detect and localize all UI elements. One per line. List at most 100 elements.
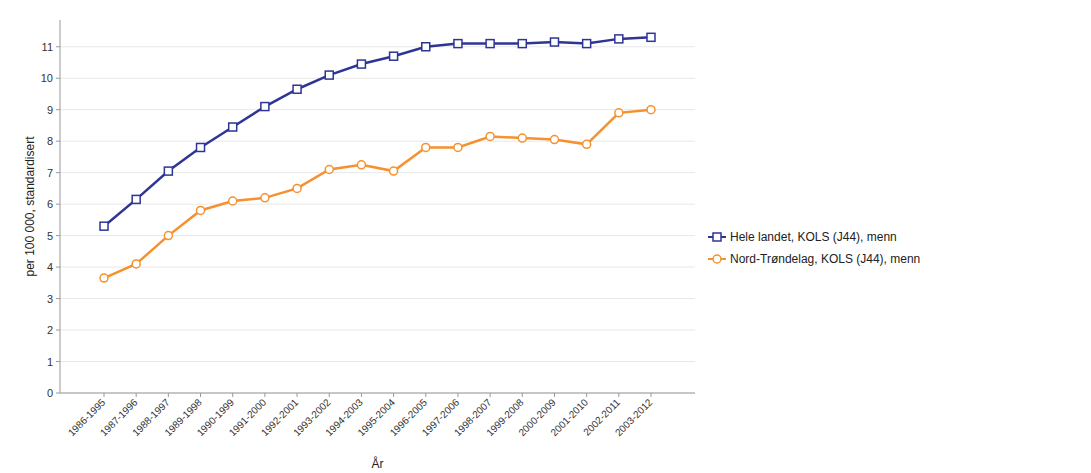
series-line bbox=[104, 110, 651, 278]
plot-area bbox=[100, 33, 655, 282]
data-point bbox=[454, 143, 462, 151]
data-point bbox=[518, 134, 526, 142]
x-tick bbox=[425, 393, 426, 397]
x-tick bbox=[232, 393, 233, 397]
y-axis bbox=[60, 20, 61, 393]
data-point bbox=[293, 184, 301, 192]
x-tick bbox=[297, 393, 298, 397]
y-tick-label: 6 bbox=[47, 198, 53, 210]
x-tick bbox=[104, 393, 105, 397]
legend-marker bbox=[713, 255, 721, 263]
x-axis-label: År bbox=[372, 456, 384, 471]
grid-line bbox=[60, 46, 695, 47]
chart: 012345678910111986-19951987-19961988-199… bbox=[0, 0, 1091, 473]
x-tick bbox=[651, 393, 652, 397]
data-point bbox=[550, 136, 558, 144]
series-line bbox=[104, 37, 651, 226]
x-tick bbox=[490, 393, 491, 397]
data-point bbox=[261, 194, 269, 202]
y-tick-label: 7 bbox=[47, 167, 53, 179]
data-point bbox=[357, 60, 365, 68]
data-point bbox=[583, 40, 591, 48]
legend-marker bbox=[713, 233, 721, 241]
data-point bbox=[518, 40, 526, 48]
grid-line bbox=[60, 361, 695, 362]
data-point bbox=[357, 161, 365, 169]
data-point bbox=[197, 206, 205, 214]
grid-line bbox=[60, 298, 695, 299]
y-tick-label: 3 bbox=[47, 293, 53, 305]
y-tick-label: 9 bbox=[47, 104, 53, 116]
grid-line bbox=[60, 330, 695, 331]
y-tick-label: 4 bbox=[47, 261, 53, 273]
x-tick bbox=[618, 393, 619, 397]
data-point bbox=[486, 132, 494, 140]
y-tick bbox=[56, 235, 60, 236]
data-point bbox=[164, 167, 172, 175]
x-tick bbox=[361, 393, 362, 397]
data-point bbox=[647, 106, 655, 114]
y-tick bbox=[56, 267, 60, 268]
data-point bbox=[132, 195, 140, 203]
grid-line bbox=[60, 204, 695, 205]
data-point bbox=[550, 38, 558, 46]
x-tick bbox=[168, 393, 169, 397]
grid-line bbox=[60, 78, 695, 79]
data-point bbox=[486, 40, 494, 48]
y-axis-label: per 100 000, standardisert bbox=[23, 136, 37, 277]
y-tick bbox=[56, 298, 60, 299]
data-point bbox=[454, 40, 462, 48]
data-point bbox=[390, 167, 398, 175]
data-point bbox=[583, 140, 591, 148]
x-tick-label: 2003-2012 bbox=[613, 396, 655, 438]
y-tick-label: 8 bbox=[47, 135, 53, 147]
y-tick bbox=[56, 172, 60, 173]
y-tick bbox=[56, 46, 60, 47]
grid-line bbox=[60, 141, 695, 142]
data-point bbox=[261, 103, 269, 111]
grid-line bbox=[60, 172, 695, 173]
data-point bbox=[229, 123, 237, 131]
legend-label: Hele landet, KOLS (J44), menn bbox=[730, 230, 897, 244]
data-point bbox=[100, 274, 108, 282]
data-point bbox=[615, 35, 623, 43]
legend-label: Nord-Trøndelag, KOLS (J44), menn bbox=[730, 252, 920, 266]
data-point bbox=[325, 71, 333, 79]
x-tick bbox=[522, 393, 523, 397]
data-point bbox=[615, 109, 623, 117]
x-tick bbox=[136, 393, 137, 397]
y-tick bbox=[56, 109, 60, 110]
y-tick bbox=[56, 78, 60, 79]
data-point bbox=[422, 143, 430, 151]
y-tick-label: 2 bbox=[47, 324, 53, 336]
y-tick bbox=[56, 393, 60, 394]
data-point bbox=[164, 232, 172, 240]
data-point bbox=[325, 166, 333, 174]
x-tick bbox=[457, 393, 458, 397]
y-tick-label: 10 bbox=[41, 72, 53, 84]
data-point bbox=[229, 197, 237, 205]
grid-line bbox=[60, 393, 695, 394]
y-tick-label: 0 bbox=[47, 387, 53, 399]
x-tick bbox=[586, 393, 587, 397]
y-tick-label: 5 bbox=[47, 230, 53, 242]
x-tick bbox=[393, 393, 394, 397]
data-point bbox=[197, 143, 205, 151]
y-tick bbox=[56, 330, 60, 331]
x-tick bbox=[264, 393, 265, 397]
y-tick bbox=[56, 141, 60, 142]
data-point bbox=[390, 52, 398, 60]
y-tick-label: 11 bbox=[42, 41, 53, 53]
data-point bbox=[293, 85, 301, 93]
y-tick-label: 1 bbox=[47, 356, 53, 368]
data-point bbox=[422, 43, 430, 51]
x-tick bbox=[554, 393, 555, 397]
grid-line bbox=[60, 267, 695, 268]
data-point bbox=[132, 260, 140, 268]
grid-line bbox=[60, 109, 695, 110]
x-tick bbox=[200, 393, 201, 397]
grid-line bbox=[60, 235, 695, 236]
y-tick bbox=[56, 204, 60, 205]
x-tick bbox=[329, 393, 330, 397]
data-point bbox=[647, 33, 655, 41]
